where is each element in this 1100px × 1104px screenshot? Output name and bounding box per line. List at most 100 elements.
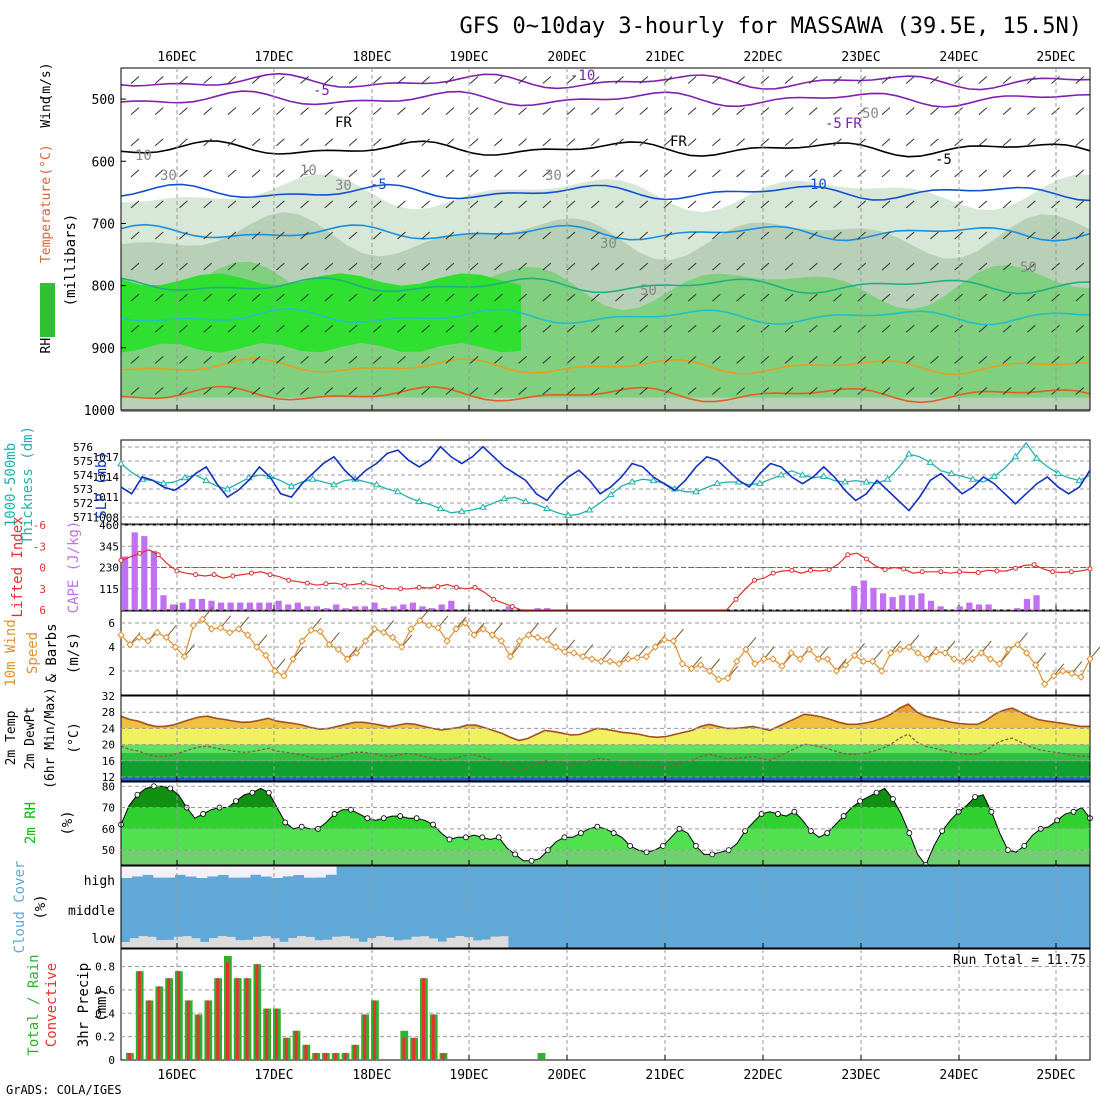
cloud-low-17 — [270, 938, 280, 948]
date-label-top-3: 19DEC — [449, 50, 488, 65]
wind-barb-31-525 — [881, 107, 891, 116]
cape-bar-40 — [505, 606, 512, 610]
thick-tick-3: 573 — [73, 483, 93, 496]
thickness-marker-20 — [330, 480, 338, 488]
rh-marker-94 — [890, 796, 896, 802]
thickness-marker-64 — [798, 471, 807, 478]
rh-band-90 — [121, 273, 521, 353]
wind-barb-17-625 — [542, 169, 552, 178]
cloud-high-19 — [325, 866, 337, 875]
wind-barb-3-875 — [203, 324, 213, 333]
wind-barb-7-475 — [300, 76, 309, 84]
cape-bar-13 — [246, 602, 253, 610]
thick-tick-5: 571 — [73, 511, 93, 524]
rh-marker-2 — [134, 791, 141, 798]
precip-conv-bar-30 — [422, 978, 425, 1060]
wind-marker-41 — [488, 631, 497, 639]
wind-barb-23-625 — [687, 169, 697, 178]
cloud-high-16 — [293, 866, 305, 876]
wind-marker-101 — [1031, 661, 1040, 669]
cloud-high-15 — [282, 866, 294, 877]
wind-marker-45 — [524, 631, 533, 639]
wind-barb-27-675 — [784, 200, 794, 209]
li-marker-26 — [360, 580, 366, 586]
wind-barb-8-775 — [324, 262, 334, 271]
cape-tick-1: 345 — [99, 540, 119, 553]
wind-barb-4-625 — [227, 169, 237, 178]
wind-barb-33-575 — [930, 138, 939, 147]
wind10m-frame — [120, 610, 1091, 696]
wind-barb-32-825 — [905, 293, 915, 302]
wind-barb-18-475 — [566, 76, 576, 84]
wind-barb-20-625 — [615, 169, 624, 178]
precip-conv-bar-25 — [373, 1000, 376, 1060]
wind-barb-26-725 — [760, 231, 770, 240]
precip-conv-bar-19 — [314, 1052, 318, 1060]
li-marker-98 — [1031, 562, 1037, 568]
cloud-low-28 — [367, 937, 377, 948]
wind-barb-18-975 — [566, 387, 576, 395]
wind-marker-80 — [841, 661, 850, 669]
wind-barb-2-875 — [179, 324, 188, 333]
run-total: Run Total = 11.75 — [953, 953, 1086, 968]
wind-barb-12-825 — [421, 293, 431, 302]
contour-label-8: 10 — [810, 177, 827, 193]
wind-barb-15-925 — [494, 355, 503, 364]
wind-marker-39 — [470, 631, 478, 639]
wind-barb-17-525 — [542, 107, 552, 116]
wind-barb-6-775 — [276, 262, 285, 271]
li-marker-68 — [752, 577, 758, 583]
wind-barb-31-675 — [881, 200, 891, 209]
wind-barb-36-775 — [1002, 262, 1012, 271]
wind-marker-47 — [542, 636, 551, 644]
wind-barb-0-925 — [130, 355, 140, 364]
cape-bar-23 — [342, 608, 349, 610]
wind-barb-23-475 — [687, 76, 697, 84]
cape-bar-83 — [918, 593, 925, 610]
wind-marker-79 — [832, 667, 841, 675]
wind-barb-39-725 — [1075, 231, 1085, 240]
cloud-low-25 — [341, 936, 350, 948]
wind-barb-29-925 — [833, 355, 842, 364]
li-marker-4 — [155, 552, 161, 558]
cape-bar-81 — [899, 595, 906, 610]
li-marker-94 — [994, 568, 1000, 574]
cloud-low-14 — [244, 939, 254, 948]
wind-barb-18-825 — [566, 293, 576, 302]
li-marker-66 — [733, 596, 739, 602]
wind-barb-17-575 — [542, 138, 552, 147]
slp-label: SLP (mb) — [94, 451, 110, 518]
lifted-index-line — [120, 549, 1091, 611]
precip-unit: (mm) — [94, 988, 110, 1022]
rh-marker-26 — [331, 811, 338, 817]
wind-barb-19-675 — [590, 200, 600, 209]
wind-barb-34-725 — [954, 231, 963, 240]
wind-marker-0 — [117, 631, 125, 639]
precip-conv-bar-13 — [255, 964, 259, 1060]
wind-barb-6-575 — [276, 138, 285, 147]
wind-barb-6-725 — [276, 231, 285, 240]
wind-barb-24-675 — [712, 200, 721, 209]
rh-marker-104 — [972, 793, 978, 800]
cloud-low-13 — [235, 940, 245, 948]
wind-barb-4-525 — [227, 107, 237, 116]
wind-barb-9-675 — [348, 200, 358, 209]
wind-barb-35-625 — [978, 169, 988, 178]
cross-section-frame — [120, 67, 1091, 411]
wind-barb-29-725 — [833, 231, 842, 240]
wind-barb-4-725 — [227, 231, 237, 240]
li-marker-38 — [472, 584, 478, 590]
slp-tick-3: 1008 — [93, 511, 120, 524]
temp-contour-0 — [120, 72, 1091, 91]
wind-barb-7-675 — [300, 200, 309, 209]
wind-barb-13-775 — [445, 262, 455, 271]
thickness-marker-46 — [606, 490, 615, 498]
wind-barb-18-775 — [566, 262, 576, 271]
wind-marker-2 — [135, 633, 143, 642]
wind-barb-15-625 — [494, 169, 503, 178]
lifted-index-label: Lifted Index — [10, 516, 26, 617]
thick-tick-4: 572 — [73, 497, 93, 510]
rh-marker-38 — [430, 821, 436, 828]
wind-barb-37-875 — [1026, 324, 1036, 333]
wind-barb-5-675 — [251, 200, 261, 209]
